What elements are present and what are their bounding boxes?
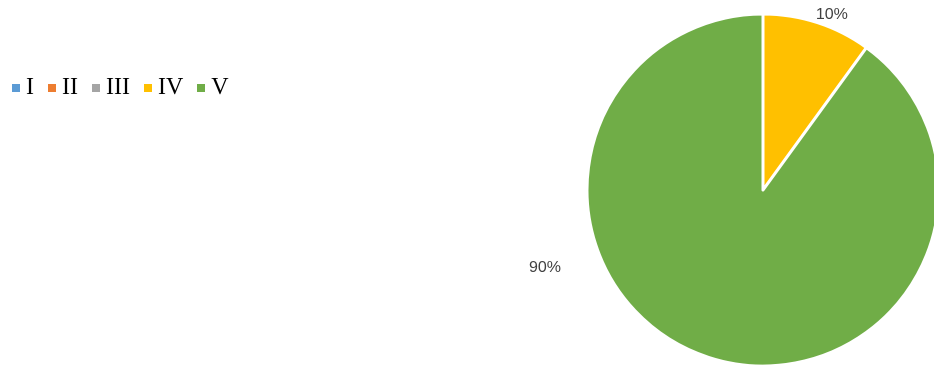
legend-item-v: V — [197, 74, 229, 101]
legend-label: IV — [157, 74, 184, 100]
chart-legend: I II III IV V — [12, 74, 243, 101]
pie-slice-iv — [761, 12, 868, 192]
pie-slice-v — [585, 12, 934, 365]
legend-label: V — [211, 74, 229, 100]
legend-label: I — [26, 74, 34, 100]
legend-swatch — [143, 83, 152, 92]
data-label-iv: 10% — [816, 6, 848, 23]
legend-label: II — [62, 74, 78, 100]
legend-swatch — [91, 83, 100, 92]
legend-swatch — [48, 83, 56, 92]
legend-item-ii: II — [48, 74, 78, 101]
legend-swatch — [12, 83, 20, 92]
legend-label: III — [105, 74, 130, 100]
data-label-v: 90% — [529, 259, 561, 276]
legend-swatch — [197, 83, 206, 92]
legend-item-i: I — [12, 74, 34, 101]
legend-item-iii: III — [91, 74, 130, 101]
legend-item-iv: IV — [143, 74, 184, 101]
pie-slices — [585, 12, 934, 365]
pie-data-labels: 10% 90% — [529, 6, 848, 276]
